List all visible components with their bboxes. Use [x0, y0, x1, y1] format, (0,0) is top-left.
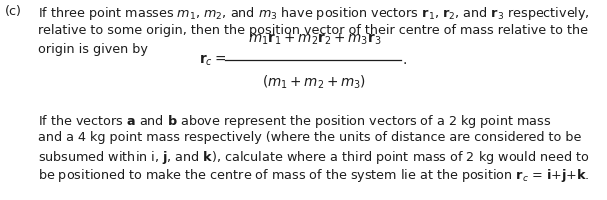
Text: relative to some origin, then the position vector of their centre of mass relati: relative to some origin, then the positi… — [38, 24, 588, 37]
Text: and a 4 kg point mass respectively (where the units of distance are considered t: and a 4 kg point mass respectively (wher… — [38, 130, 582, 143]
Text: (c): (c) — [5, 5, 22, 18]
Text: subsumed within i, $\mathbf{j}$, and $\mathbf{k}$), calculate where a third poin: subsumed within i, $\mathbf{j}$, and $\m… — [38, 148, 590, 165]
Text: be positioned to make the centre of mass of the system lie at the position $\mat: be positioned to make the centre of mass… — [38, 166, 589, 183]
Text: .: . — [402, 53, 407, 67]
Text: If three point masses $m_1$, $m_2$, and $m_3$ have position vectors $\mathbf{r}_: If three point masses $m_1$, $m_2$, and … — [38, 5, 590, 22]
Text: origin is given by: origin is given by — [38, 43, 148, 56]
Text: $(m_1 + m_2 + m_3)$: $(m_1 + m_2 + m_3)$ — [262, 73, 367, 90]
Text: If the vectors $\mathbf{a}$ and $\mathbf{b}$ above represent the position vector: If the vectors $\mathbf{a}$ and $\mathbf… — [38, 112, 552, 129]
Text: $m_1\mathbf{r}_1 + m_2\mathbf{r}_2 + m_3\mathbf{r}_3$: $m_1\mathbf{r}_1 + m_2\mathbf{r}_2 + m_3… — [248, 32, 381, 47]
Text: $\mathbf{r}_c =$: $\mathbf{r}_c =$ — [199, 52, 226, 67]
